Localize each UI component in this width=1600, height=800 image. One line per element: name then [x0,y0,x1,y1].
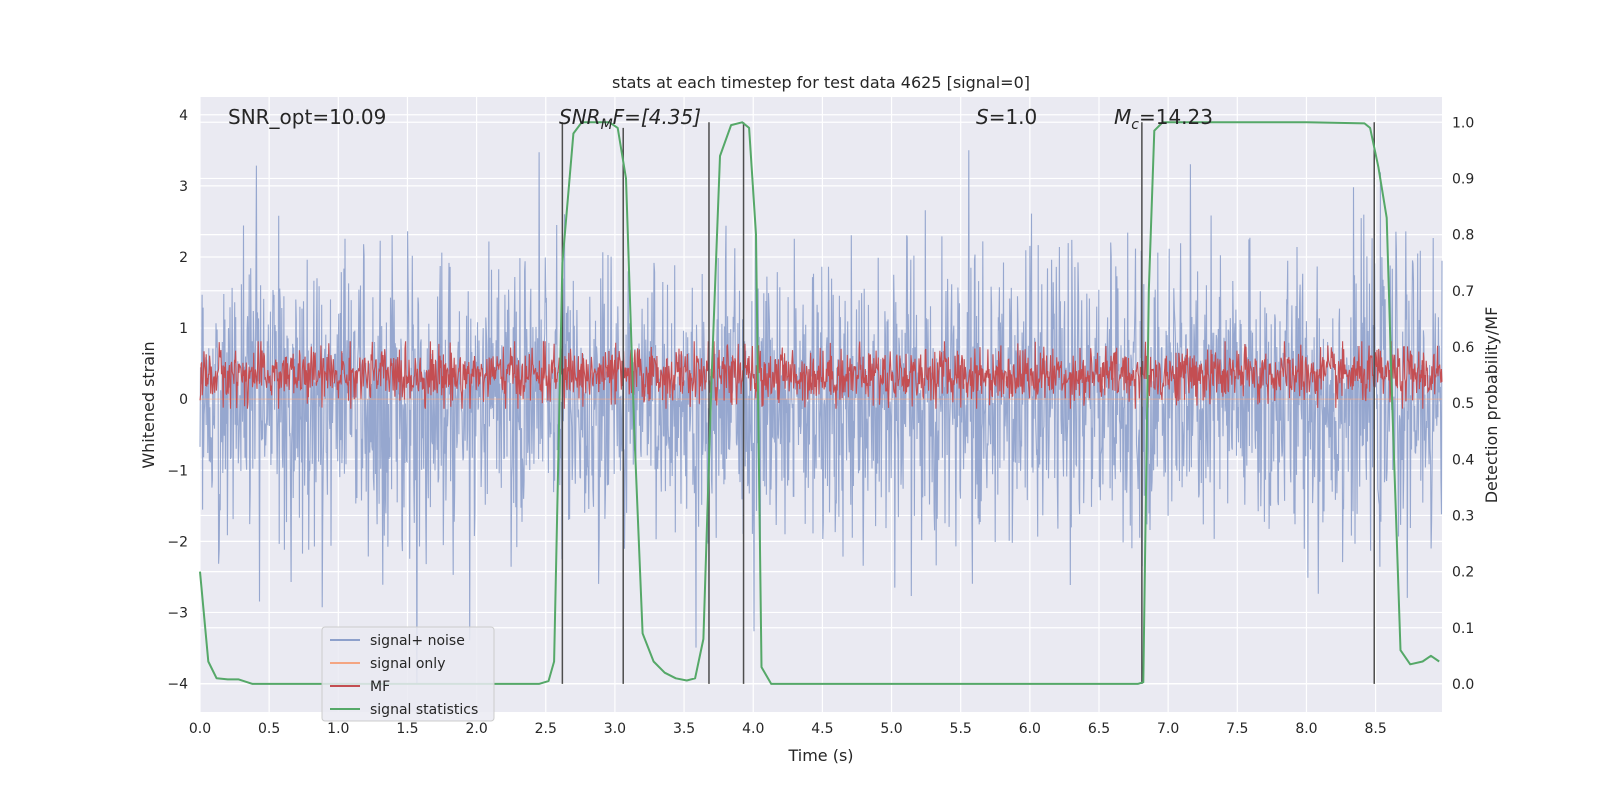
y-right-tick-label: 0.9 [1452,171,1474,187]
x-tick-label: 0.5 [258,721,280,737]
x-tick-label: 5.0 [880,721,902,737]
x-tick-label: 2.5 [535,721,557,737]
y-tick-label: −2 [167,534,188,550]
series-signal-statistics [199,121,1440,685]
annotations: SNR_opt=10.09 SNRMF=[4.35] S=1.0 Mc=14.2… [228,105,1213,133]
x-tick-label: 8.0 [1295,721,1317,737]
annotation-s-base: S [976,105,989,129]
x-tick-label: 6.0 [1019,721,1041,737]
x-tick-label: 7.5 [1226,721,1248,737]
annotation-snr-mf: SNRMF=[4.35] [559,105,701,133]
y-axis-title: Whitened strain [139,341,158,468]
annotation-mc-sub: c [1131,117,1139,133]
y-right-tick-label: 0.7 [1452,284,1474,300]
legend-label-signal-noise: signal+ noise [370,633,465,649]
x-tick-label: 5.5 [950,721,972,737]
y-tick-label: 3 [179,179,188,195]
y-right-tick-label: 1.0 [1452,115,1474,131]
legend-label-mf: MF [370,679,390,695]
annotation-snr-mf-rest: F=[4.35] [613,105,701,129]
y-tick-label: 1 [179,321,188,337]
x-tick-label: 1.0 [327,721,349,737]
x-tick-label: 1.5 [396,721,418,737]
y-right-tick-label: 0.2 [1452,565,1474,581]
vertical-markers [561,122,1375,684]
annotation-s-rest: =1.0 [989,105,1038,129]
x-tick-label: 4.5 [811,721,833,737]
chart-title: stats at each timestep for test data 462… [612,73,1030,92]
y-right-tick-label: 0.3 [1452,508,1474,524]
signal-noise-line [199,150,1443,684]
annotation-s: S=1.0 [976,105,1037,129]
x-tick-label: 6.5 [1088,721,1110,737]
y-right-tick-label: 0.8 [1452,228,1474,244]
y-axis-right: 1.0 0.9 0.8 0.7 0.6 0.5 0.4 0.3 0.2 0.1 0.0 [1452,115,1474,693]
annotation-mc-rest: =14.23 [1139,105,1213,129]
y-right-tick-label: 0.6 [1452,340,1474,356]
annotation-snr-mf-base: SNR [559,105,601,129]
y-tick-label: −4 [167,677,188,693]
y-axis-left: 4 3 2 1 0 −1 −2 −3 −4 [167,108,188,693]
mf-line [199,341,1443,409]
y-right-tick-label: 0.5 [1452,396,1474,412]
y-right-tick-label: 0.1 [1452,621,1474,637]
x-tick-label: 3.0 [604,721,626,737]
y-tick-label: −3 [167,605,188,621]
signal-statistics-line [199,121,1440,685]
x-tick-label: 4.0 [742,721,764,737]
y-tick-label: 0 [179,392,188,408]
annotation-mc-base: M [1114,105,1131,129]
x-axis-title: Time (s) [787,746,853,765]
x-axis: 0.0 0.5 1.0 1.5 2.0 2.5 3.0 3.5 4.0 4.5 5.0 5.5 6.0 6… [189,721,1387,737]
x-tick-label: 8.5 [1364,721,1386,737]
x-tick-label: 0.0 [189,721,211,737]
series-signal-noise [199,150,1443,684]
y-tick-label: 4 [179,108,188,124]
annotation-snr-opt: SNR_opt=10.09 [228,105,386,129]
x-tick-label: 2.0 [465,721,487,737]
y-axis-right-title: Detection probability/MF [1482,307,1501,504]
y-right-tick-label: 0.4 [1452,452,1474,468]
annotation-mc: Mc=14.23 [1114,105,1213,133]
legend: signal+ noise signal only MF signal stat… [321,626,495,722]
y-tick-label: −1 [167,463,188,479]
series-mf [199,341,1443,409]
x-tick-label: 3.5 [673,721,695,737]
legend-box [321,626,495,722]
y-tick-label: 2 [179,250,188,266]
y-right-tick-label: 0.0 [1452,677,1474,693]
legend-label-signal-only: signal only [370,656,445,672]
annotation-snr-mf-sub: M [601,117,613,133]
x-tick-label: 7.0 [1157,721,1179,737]
legend-label-signal-statistics: signal statistics [370,702,478,718]
